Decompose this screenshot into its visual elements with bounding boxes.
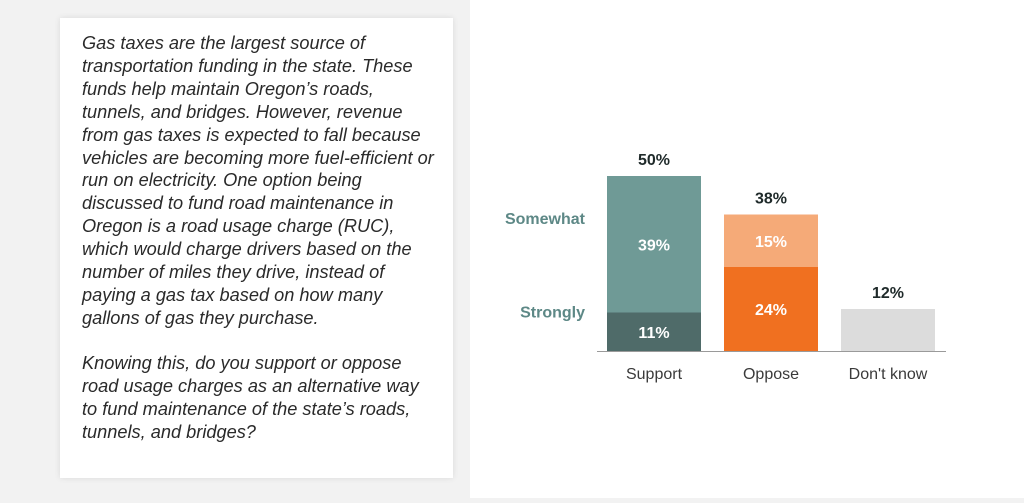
total-label-don-t-know: 12% — [872, 285, 904, 302]
bar-segment-support-somewhat — [607, 176, 701, 313]
category-label-oppose: Oppose — [743, 366, 799, 383]
total-label-support: 50% — [638, 152, 670, 169]
question-paragraph-prompt: Knowing this, do you support or oppose r… — [82, 352, 419, 442]
total-label-oppose: 38% — [755, 191, 787, 208]
category-label-don-t-know: Don't know — [849, 366, 928, 383]
stacked-bar-chart: 11% 24% 39% 15% 50% 38% 12% Support Oppose Don't … — [505, 152, 946, 383]
series-label-somewhat: Somewhat — [505, 211, 586, 228]
chart-panel: 11% 24% 39% 15% 50% 38% 12% Support Oppose Don't … — [470, 0, 1024, 498]
question-paragraph-context: Gas taxes are the largest source of tran… — [82, 33, 434, 328]
question-card: Gas taxes are the largest source of tran… — [60, 18, 453, 478]
data-label-oppose-somewhat: 15% — [755, 234, 787, 251]
bar-segment-oppose-strongly — [724, 267, 818, 351]
data-label-support-strongly: 11% — [638, 325, 669, 342]
category-label-support: Support — [626, 366, 683, 383]
series-label-strongly: Strongly — [520, 305, 585, 322]
data-label-support-somewhat: 39% — [638, 237, 670, 254]
question-text: Gas taxes are the largest source of tran… — [82, 32, 434, 465]
bar-segment-don-t-know-total — [841, 309, 935, 351]
bar-segment-support-strongly — [607, 312, 701, 351]
data-label-oppose-strongly: 24% — [755, 302, 787, 319]
bar-segment-oppose-somewhat — [724, 214, 818, 267]
